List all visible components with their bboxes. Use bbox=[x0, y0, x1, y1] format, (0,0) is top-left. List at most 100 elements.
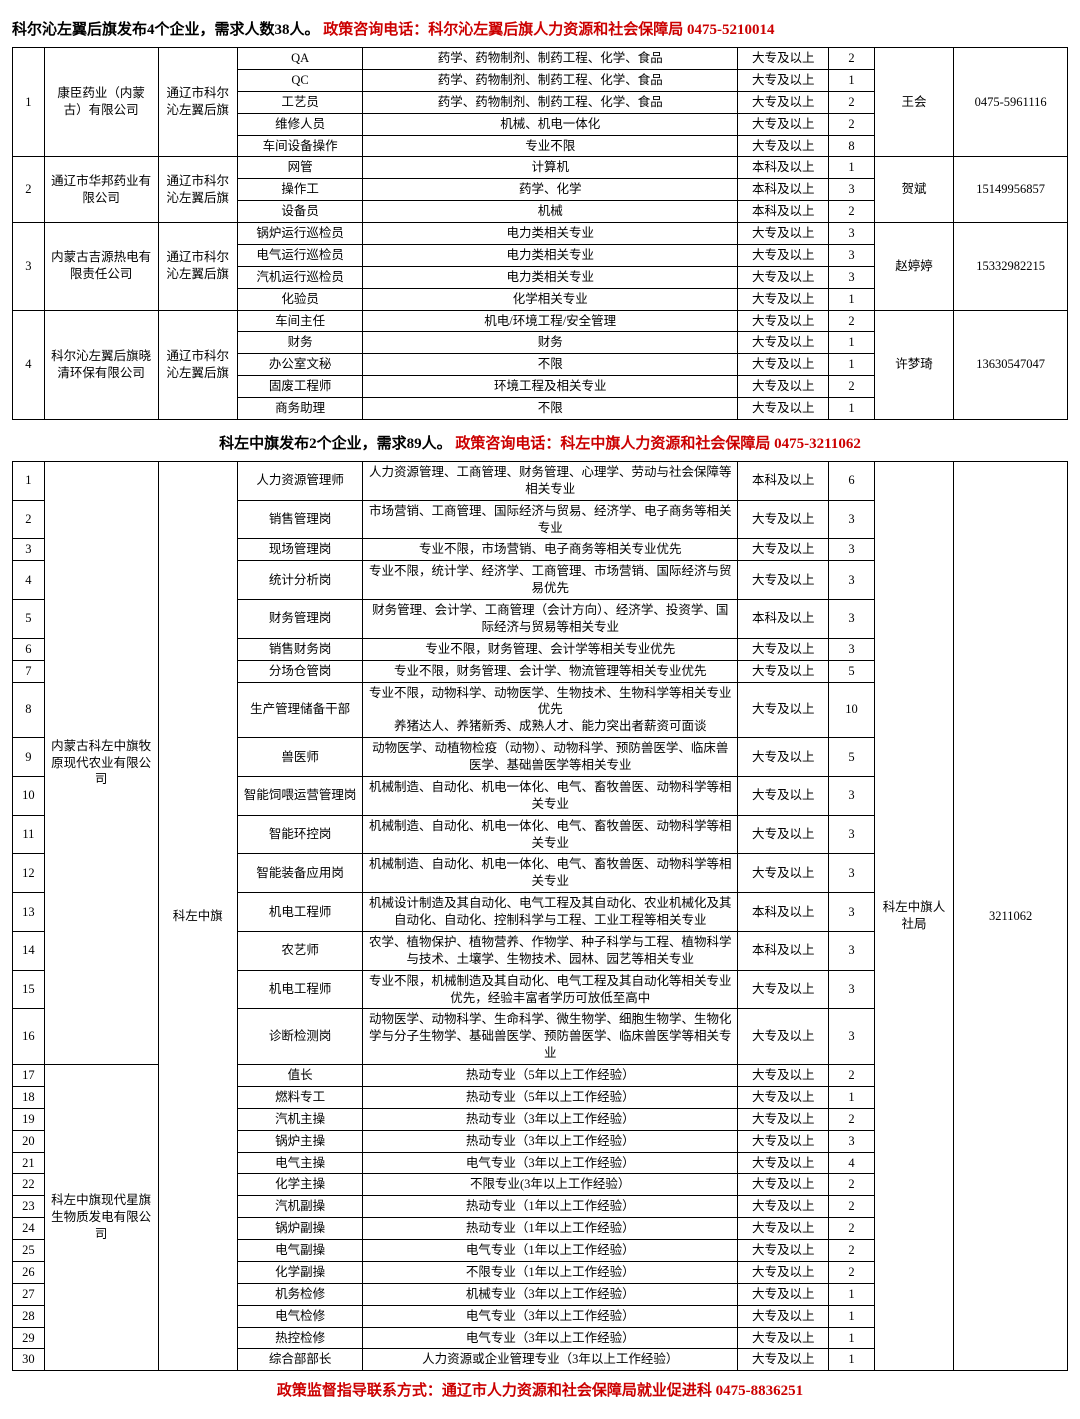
job-num: 2 bbox=[829, 1240, 874, 1262]
job-edu: 本科及以上 bbox=[738, 931, 829, 970]
row-idx: 6 bbox=[13, 638, 45, 660]
row-idx: 2 bbox=[13, 500, 45, 539]
job-req: 药学、药物制剂、制药工程、化学、食品 bbox=[363, 91, 738, 113]
job-req: 电气专业（3年以上工作经验） bbox=[363, 1327, 738, 1349]
job-name: 机务检修 bbox=[238, 1283, 363, 1305]
job-edu: 大专及以上 bbox=[738, 500, 829, 539]
job-edu: 大专及以上 bbox=[738, 376, 829, 398]
job-req: 专业不限，动物科学、动物医学、生物技术、生物科学等相关专业优先养猪达人、养猪新秀… bbox=[363, 682, 738, 738]
job-num: 3 bbox=[829, 776, 874, 815]
job-num: 2 bbox=[829, 376, 874, 398]
job-name: 现场管理岗 bbox=[238, 539, 363, 561]
job-num: 5 bbox=[829, 738, 874, 777]
contact-name: 科左中旗人社局 bbox=[874, 461, 954, 1370]
job-edu: 大专及以上 bbox=[738, 48, 829, 70]
job-edu: 本科及以上 bbox=[738, 461, 829, 500]
company-name: 内蒙古吉源热电有限责任公司 bbox=[44, 223, 158, 311]
job-req: 机械专业（3年以上工作经验） bbox=[363, 1283, 738, 1305]
job-req: 药学、药物制剂、制药工程、化学、食品 bbox=[363, 48, 738, 70]
row-idx: 14 bbox=[13, 931, 45, 970]
company-name: 内蒙古科左中旗牧原现代农业有限公司 bbox=[44, 461, 158, 1064]
job-req: 动物医学、动物科学、生命科学、微生物学、细胞生物学、生物化学与分子生物学、基础兽… bbox=[363, 1009, 738, 1065]
job-num: 2 bbox=[829, 113, 874, 135]
job-num: 1 bbox=[829, 1327, 874, 1349]
job-req: 专业不限，财务管理、会计学等相关专业优先 bbox=[363, 638, 738, 660]
job-edu: 大专及以上 bbox=[738, 266, 829, 288]
job-req: 电气专业（1年以上工作经验） bbox=[363, 1240, 738, 1262]
job-edu: 大专及以上 bbox=[738, 738, 829, 777]
job-edu: 大专及以上 bbox=[738, 539, 829, 561]
section2-title-black: 科左中旗发布2个企业，需求89人。 bbox=[219, 436, 452, 452]
job-num: 1 bbox=[829, 69, 874, 91]
company-name: 科左中旗现代星旗生物质发电有限公司 bbox=[44, 1065, 158, 1371]
job-req: 电气专业（3年以上工作经验） bbox=[363, 1152, 738, 1174]
contact-name: 赵婷婷 bbox=[874, 223, 954, 311]
row-idx: 1 bbox=[13, 461, 45, 500]
table-row: 1内蒙古科左中旗牧原现代农业有限公司科左中旗人力资源管理师人力资源管理、工商管理… bbox=[13, 461, 1068, 500]
job-edu: 大专及以上 bbox=[738, 113, 829, 135]
company-loc: 通辽市科尔沁左翼后旗 bbox=[158, 48, 238, 157]
job-num: 1 bbox=[829, 332, 874, 354]
job-name: 汽机副操 bbox=[238, 1196, 363, 1218]
job-edu: 大专及以上 bbox=[738, 970, 829, 1009]
job-req: 计算机 bbox=[363, 157, 738, 179]
job-num: 1 bbox=[829, 157, 874, 179]
job-num: 2 bbox=[829, 201, 874, 223]
company-idx: 2 bbox=[13, 157, 45, 223]
job-name: 诊断检测岗 bbox=[238, 1009, 363, 1065]
job-req: 动物医学、动植物检疫（动物）、动物科学、预防兽医学、临床兽医学、基础兽医学等相关… bbox=[363, 738, 738, 777]
job-edu: 大专及以上 bbox=[738, 354, 829, 376]
job-req: 药学、化学 bbox=[363, 179, 738, 201]
job-req: 热动专业（3年以上工作经验） bbox=[363, 1130, 738, 1152]
job-edu: 大专及以上 bbox=[738, 223, 829, 245]
section1-title-black: 科尔沁左翼后旗发布4个企业，需求人数38人。 bbox=[12, 22, 320, 38]
row-idx: 10 bbox=[13, 776, 45, 815]
job-num: 2 bbox=[829, 48, 874, 70]
job-name: 生产管理储备干部 bbox=[238, 682, 363, 738]
job-req: 机械设计制造及其自动化、电气工程及其自动化、农业机械化及其自动化、自动化、控制科… bbox=[363, 893, 738, 932]
row-idx: 5 bbox=[13, 600, 45, 639]
row-idx: 15 bbox=[13, 970, 45, 1009]
job-req: 财务 bbox=[363, 332, 738, 354]
company-idx: 3 bbox=[13, 223, 45, 311]
job-num: 3 bbox=[829, 638, 874, 660]
company-loc: 通辽市科尔沁左翼后旗 bbox=[158, 310, 238, 419]
job-num: 2 bbox=[829, 1065, 874, 1087]
job-name: 机电工程师 bbox=[238, 893, 363, 932]
job-name: 汽机运行巡检员 bbox=[238, 266, 363, 288]
contact-tel: 0475-5961116 bbox=[954, 48, 1068, 157]
row-idx: 20 bbox=[13, 1130, 45, 1152]
job-req: 电力类相关专业 bbox=[363, 244, 738, 266]
company-name: 通辽市华邦药业有限公司 bbox=[44, 157, 158, 223]
job-name: 商务助理 bbox=[238, 398, 363, 420]
row-idx: 19 bbox=[13, 1108, 45, 1130]
job-name: 销售财务岗 bbox=[238, 638, 363, 660]
company-idx: 4 bbox=[13, 310, 45, 419]
job-name: 电气副操 bbox=[238, 1240, 363, 1262]
section2-title-red: 政策咨询电话：科左中旗人力资源和社会保障局 0475-3211062 bbox=[455, 436, 860, 452]
job-name: 综合部部长 bbox=[238, 1349, 363, 1371]
job-name: 智能饲喂运营管理岗 bbox=[238, 776, 363, 815]
row-idx: 29 bbox=[13, 1327, 45, 1349]
footer-text: 政策监督指导联系方式：通辽市人力资源和社会保障局就业促进科 0475-88362… bbox=[12, 1379, 1068, 1400]
job-num: 6 bbox=[829, 461, 874, 500]
job-num: 3 bbox=[829, 223, 874, 245]
job-edu: 大专及以上 bbox=[738, 1009, 829, 1065]
job-edu: 大专及以上 bbox=[738, 310, 829, 332]
row-idx: 21 bbox=[13, 1152, 45, 1174]
job-edu: 大专及以上 bbox=[738, 1218, 829, 1240]
row-idx: 18 bbox=[13, 1086, 45, 1108]
job-name: 智能装备应用岗 bbox=[238, 854, 363, 893]
job-edu: 本科及以上 bbox=[738, 157, 829, 179]
job-name: 机电工程师 bbox=[238, 970, 363, 1009]
job-edu: 大专及以上 bbox=[738, 288, 829, 310]
job-name: 车间设备操作 bbox=[238, 135, 363, 157]
job-num: 1 bbox=[829, 288, 874, 310]
job-num: 3 bbox=[829, 931, 874, 970]
job-name: 电气检修 bbox=[238, 1305, 363, 1327]
job-num: 1 bbox=[829, 1305, 874, 1327]
row-idx: 22 bbox=[13, 1174, 45, 1196]
row-idx: 3 bbox=[13, 539, 45, 561]
job-name: 分场仓管岗 bbox=[238, 660, 363, 682]
job-num: 3 bbox=[829, 266, 874, 288]
